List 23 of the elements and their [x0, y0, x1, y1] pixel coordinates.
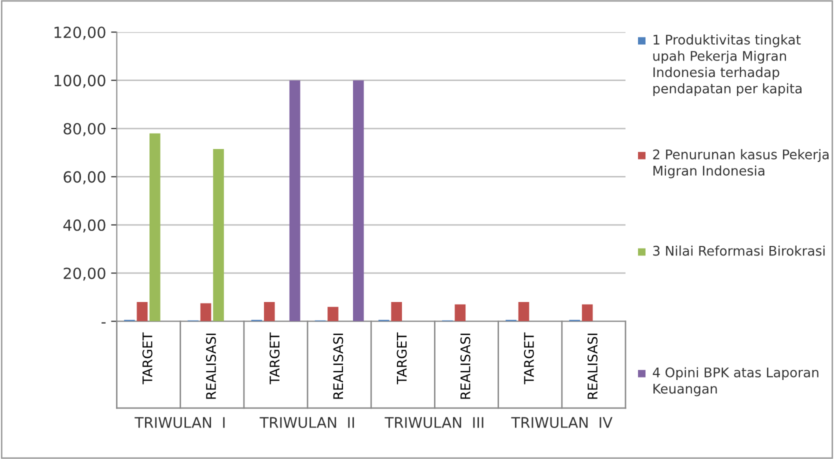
y-tick-label: 120,00: [54, 26, 106, 40]
y-tick-label: 80,00: [64, 122, 106, 136]
y-tick-label: 60,00: [64, 171, 106, 184]
y-tick-label: -: [102, 322, 106, 324]
x-tick-label: TARGET: [142, 332, 152, 384]
y-tick-label: 100,00: [54, 74, 106, 88]
y-tick-label: 20,00: [64, 268, 106, 281]
x-tick-label: TARGET: [396, 332, 407, 384]
legend-label: 4 Opini BPK atas Laporan Keuangan: [652, 367, 818, 396]
legend-label: 3 Nilai Reformasi Birokrasi: [653, 246, 825, 256]
x-tick-label: REALISASI: [588, 334, 598, 399]
legend-label: 1 Produktivitas tingkat upah Pekerja Migran Indonesia terhadap pendapatan per kapita: [653, 34, 802, 96]
legend-label: 2 Penurunan kasus Pekerja Migran Indonesia: [653, 149, 829, 178]
text: TRIWULAN II: [260, 417, 354, 428]
x-tick-label: TARGET: [524, 332, 534, 384]
x-tick-label: REALISASI: [206, 334, 216, 399]
text: TRIWULAN IV: [511, 417, 612, 428]
y-tick-label: 40,00: [63, 219, 106, 232]
text: TRIWULAN I: [134, 417, 225, 428]
text: TRIWULAN III: [384, 417, 484, 428]
x-tick-label: REALISASI: [333, 334, 344, 399]
x-tick-label: REALISASI: [460, 334, 470, 399]
x-tick-label: TARGET: [270, 332, 280, 384]
